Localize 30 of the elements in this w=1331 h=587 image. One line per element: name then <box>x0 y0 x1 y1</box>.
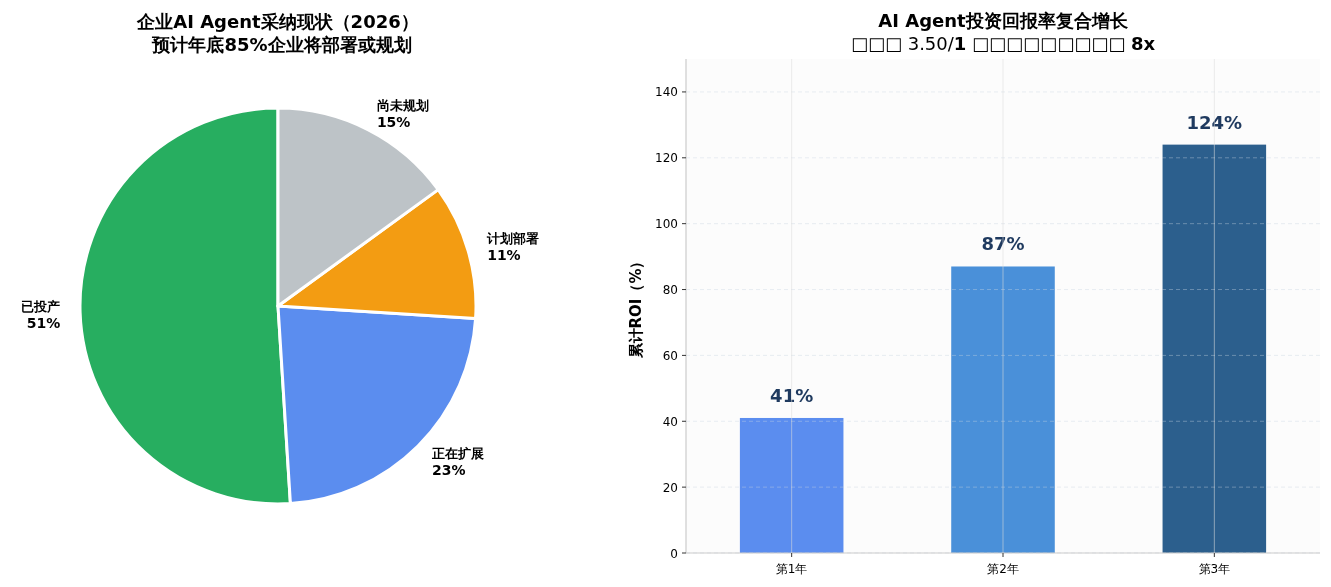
slice-label: 正在扩展 <box>431 446 485 462</box>
data-label: 15% <box>376 113 411 130</box>
slice-label: 尚未规划 <box>376 97 429 113</box>
data-label: 124% <box>1186 111 1243 133</box>
x-tick-label: 第1年 <box>775 562 808 576</box>
data-label: 11% <box>487 247 521 264</box>
y-tick-label: 120 <box>655 151 678 166</box>
chart-subtitle: 预计年底85%企业将部署或规划 <box>151 34 412 55</box>
data-label: 23% <box>432 462 466 479</box>
y-tick-label: 60 <box>662 348 678 363</box>
y-tick-label: 80 <box>662 283 678 298</box>
x-tick-label: 第3年 <box>1198 562 1231 576</box>
chart-title: 企业AI Agent采纳现状（2026） <box>136 11 419 32</box>
chart-subtitle: □□□ 3.50/1 □□□□□□□□□ 8x <box>850 33 1156 54</box>
bar <box>1162 144 1267 553</box>
data-label: 51% <box>26 314 61 331</box>
data-label: 41% <box>770 384 814 406</box>
x-tick-label: 第2年 <box>987 562 1019 576</box>
data-label: 87% <box>981 233 1025 255</box>
y-tick-label: 0 <box>670 546 678 561</box>
bar <box>739 417 844 553</box>
chart-title: AI Agent投资回报率复合增长 <box>878 10 1129 31</box>
y-axis-title: 累计ROI（%） <box>627 253 645 360</box>
y-tick-label: 100 <box>655 217 678 232</box>
slice-label: 已投产 <box>21 298 61 314</box>
slice-label: 计划部署 <box>486 231 540 247</box>
bar <box>951 266 1055 553</box>
y-tick-label: 140 <box>655 85 678 100</box>
y-tick-label: 40 <box>662 414 678 429</box>
y-tick-label: 20 <box>662 480 678 495</box>
